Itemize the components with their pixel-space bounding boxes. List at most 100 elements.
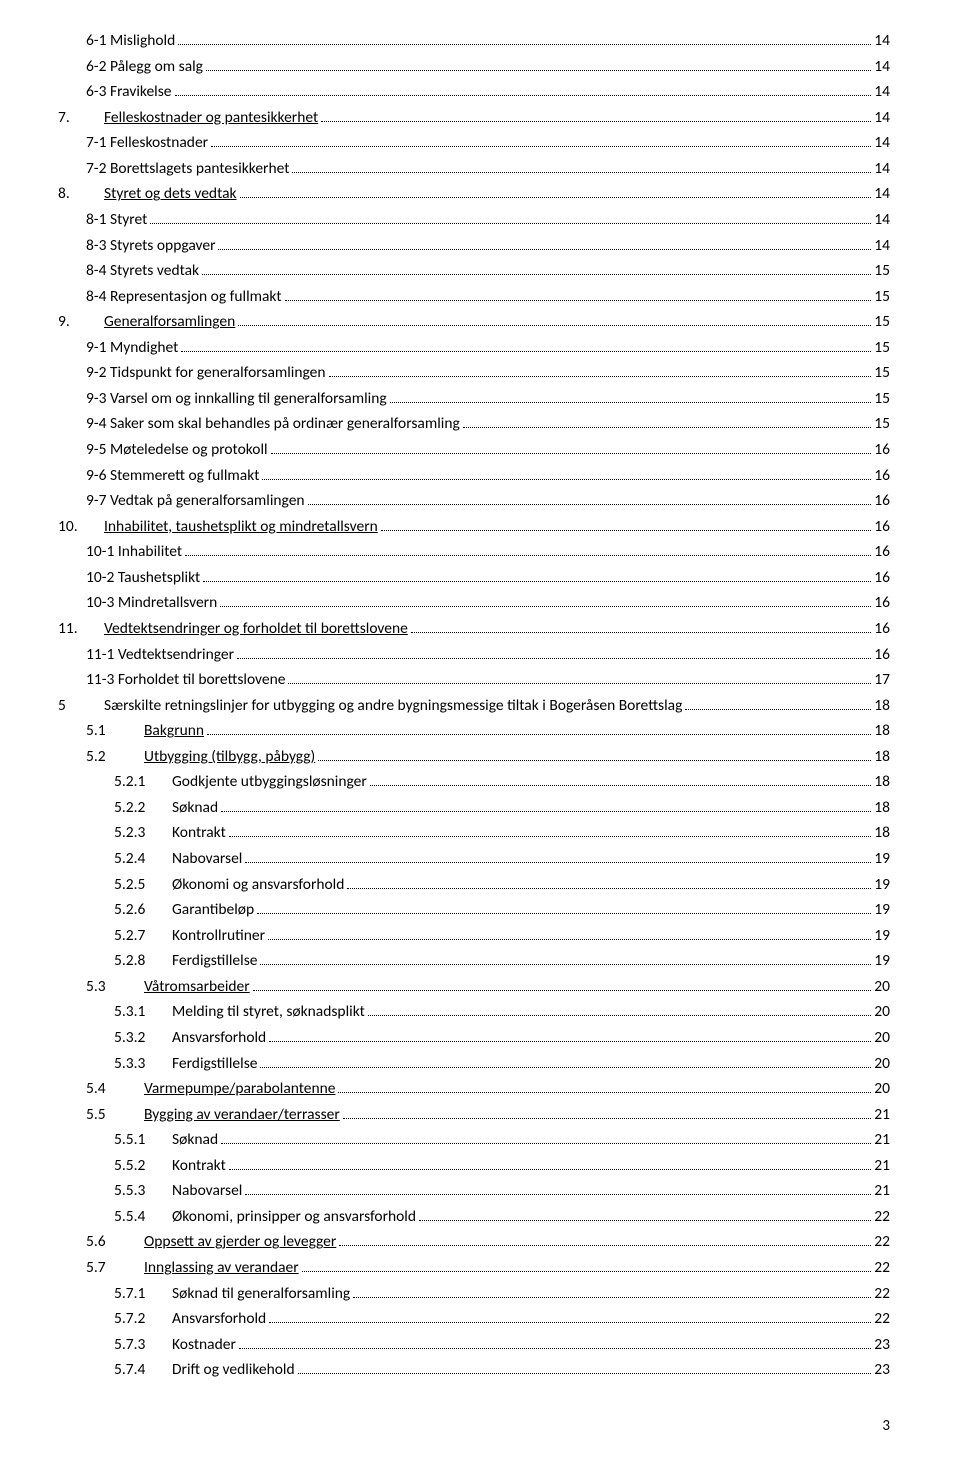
toc-label: 9-2 Tidspunkt for generalforsamlingen: [86, 360, 326, 386]
toc-title: Ferdigstillelse: [172, 1054, 257, 1073]
toc-leader-dots: [318, 748, 871, 761]
toc-title: Kontrakt: [172, 823, 226, 842]
toc-page-number: 14: [874, 181, 890, 207]
toc-number: 5.1: [86, 718, 144, 744]
toc-title: Bakgrunn: [144, 721, 204, 740]
toc-label: 5.2.7Kontrollrutiner: [114, 923, 265, 949]
toc-leader-dots: [321, 109, 871, 122]
toc-label: 5.7.1Søknad til generalforsamling: [114, 1281, 350, 1307]
toc-label: 11.Vedtektsendringer og forholdet til bo…: [58, 616, 408, 642]
toc-entry: 5.5.1Søknad21: [58, 1127, 890, 1153]
toc-page-number: 16: [874, 539, 890, 565]
toc-entry: 10-1 Inhabilitet16: [58, 539, 890, 565]
toc-title: 6-1 Mislighold: [86, 31, 175, 50]
toc-leader-dots: [390, 390, 872, 403]
toc-entry: 5.2.4Nabovarsel19: [58, 846, 890, 872]
toc-title: Ferdigstillelse: [172, 951, 257, 970]
toc-title: 7-2 Borettslagets pantesikkerhet: [86, 159, 289, 178]
toc-title: 10-2 Taushetsplikt: [86, 568, 200, 587]
toc-page-number: 15: [874, 284, 890, 310]
toc-page-number: 19: [874, 897, 890, 923]
toc-leader-dots: [463, 415, 871, 428]
toc-label: 11-3 Forholdet til borettslovene: [86, 667, 285, 693]
toc-leader-dots: [150, 211, 871, 224]
toc-entry: 5.6Oppsett av gjerder og levegger22: [58, 1229, 890, 1255]
toc-number: 11.: [58, 616, 104, 642]
toc-page-number: 14: [874, 233, 890, 259]
toc-title: 10-3 Mindretallsvern: [86, 593, 217, 612]
toc-entry: 5.3.1Melding til styret, søknadsplikt20: [58, 999, 890, 1025]
toc-number: 5.3.1: [114, 999, 172, 1025]
toc-title: Våtromsarbeider: [144, 977, 250, 996]
toc-number: 5.7.2: [114, 1306, 172, 1332]
toc-leader-dots: [203, 569, 871, 582]
toc-title: Vedtektsendringer og forholdet til boret…: [104, 619, 408, 638]
toc-leader-dots: [353, 1284, 871, 1297]
toc-label: 10-3 Mindretallsvern: [86, 590, 217, 616]
toc-leader-dots: [292, 160, 871, 173]
toc-entry: 5Særskilte retningslinjer for utbygging …: [58, 693, 890, 719]
toc-entry: 5.3.3Ferdigstillelse20: [58, 1051, 890, 1077]
toc-number: 5.7.1: [114, 1281, 172, 1307]
toc-page-number: 14: [874, 54, 890, 80]
toc-label: 5.2.8Ferdigstillelse: [114, 948, 257, 974]
toc-page-number: 19: [874, 948, 890, 974]
toc-title: Generalforsamlingen: [104, 312, 235, 331]
toc-leader-dots: [181, 339, 871, 352]
toc-number: 5.3.3: [114, 1051, 172, 1077]
toc-entry: 5.7.4Drift og vedlikehold23: [58, 1357, 890, 1383]
toc-label: 8-1 Styret: [86, 207, 147, 233]
toc-leader-dots: [175, 83, 872, 96]
toc-number: 5.2: [86, 744, 144, 770]
toc-entry: 5.4Varmepumpe/parabolantenne20: [58, 1076, 890, 1102]
page-number: 3: [58, 1417, 890, 1435]
toc-title: Kostnader: [172, 1335, 236, 1354]
toc-number: 5.4: [86, 1076, 144, 1102]
toc-entry: 7-1 Felleskostnader14: [58, 130, 890, 156]
toc-page-number: 22: [874, 1229, 890, 1255]
toc-number: 5.2.8: [114, 948, 172, 974]
toc-leader-dots: [207, 722, 871, 735]
toc-number: 5.2.3: [114, 820, 172, 846]
toc-entry: 7-2 Borettslagets pantesikkerhet14: [58, 156, 890, 182]
toc-leader-dots: [298, 1361, 872, 1374]
toc-title: 7-1 Felleskostnader: [86, 133, 208, 152]
toc-title: Søknad: [172, 1130, 218, 1149]
toc-number: 5.3.2: [114, 1025, 172, 1051]
toc-number: 5.2.7: [114, 923, 172, 949]
toc-entry: 5.7.2Ansvarsforhold22: [58, 1306, 890, 1332]
toc-title: Oppsett av gjerder og levegger: [144, 1232, 336, 1251]
toc-leader-dots: [269, 1029, 871, 1042]
toc-entry: 5.2Utbygging (tilbygg, påbygg)18: [58, 744, 890, 770]
toc-number: 5.5.3: [114, 1178, 172, 1204]
toc-title: Økonomi, prinsipper og ansvarsforhold: [172, 1207, 416, 1226]
toc-leader-dots: [218, 236, 871, 249]
toc-page-number: 15: [874, 335, 890, 361]
toc-title: 6-3 Fravikelse: [86, 82, 172, 101]
toc-label: 5.2.3Kontrakt: [114, 820, 226, 846]
toc-page-number: 14: [874, 105, 890, 131]
toc-leader-dots: [269, 1310, 871, 1323]
toc-entry: 9-7 Vedtak på generalforsamlingen16: [58, 488, 890, 514]
toc-page-number: 19: [874, 872, 890, 898]
toc-page-number: 18: [874, 693, 890, 719]
toc-page-number: 16: [874, 463, 890, 489]
toc-title: 9-1 Myndighet: [86, 338, 178, 357]
toc-label: 7.Felleskostnader og pantesikkerhet: [58, 105, 318, 131]
toc-label: 5.2.2Søknad: [114, 795, 218, 821]
toc-leader-dots: [347, 875, 871, 888]
toc-entry: 9.Generalforsamlingen15: [58, 309, 890, 335]
toc-leader-dots: [185, 543, 871, 556]
toc-title: Ansvarsforhold: [172, 1028, 266, 1047]
toc-leader-dots: [178, 32, 871, 45]
toc-label: 9-1 Myndighet: [86, 335, 178, 361]
toc-entry: 8-4 Styrets vedtak15: [58, 258, 890, 284]
toc-title: 11-1 Vedtektsendringer: [86, 645, 234, 664]
toc-leader-dots: [221, 1131, 871, 1144]
table-of-contents: 6-1 Mislighold146-2 Pålegg om salg146-3 …: [58, 28, 890, 1383]
toc-page-number: 18: [874, 769, 890, 795]
toc-label: 9-3 Varsel om og innkalling til generalf…: [86, 386, 387, 412]
toc-entry: 5.2.1Godkjente utbyggingsløsninger18: [58, 769, 890, 795]
toc-page-number: 23: [874, 1332, 890, 1358]
toc-leader-dots: [257, 901, 871, 914]
